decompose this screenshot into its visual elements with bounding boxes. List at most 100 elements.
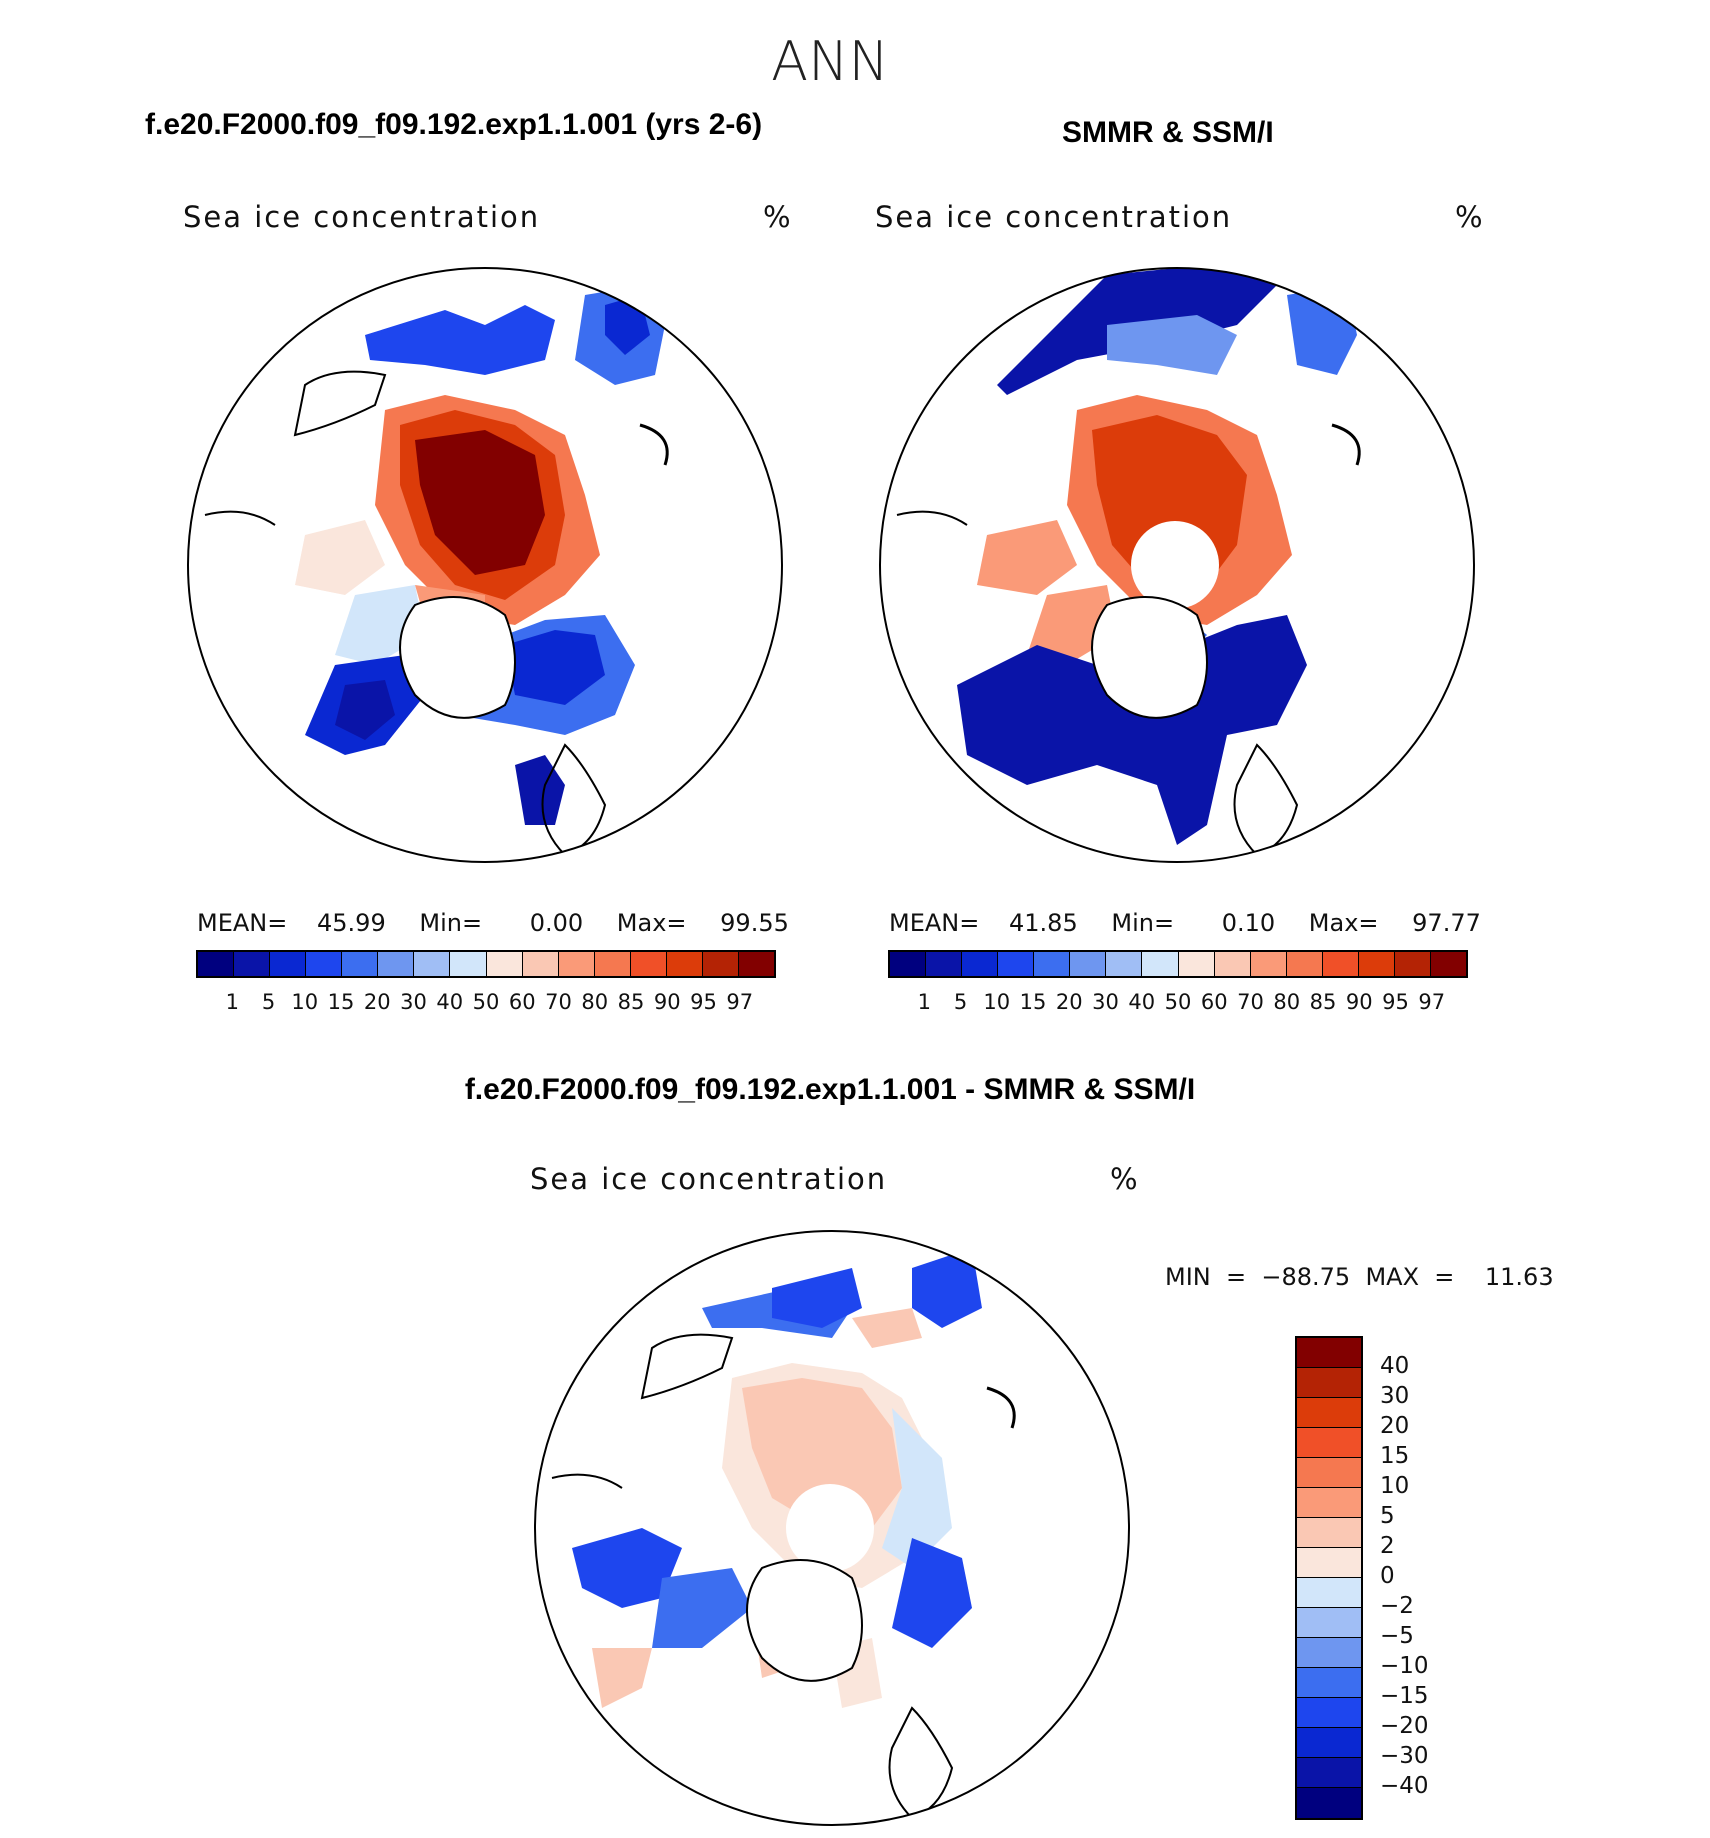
obs-colorbar-swatch [1070,952,1107,976]
diff-polar-map [534,1230,1130,1826]
diff-colorbar-tick: 30 [1380,1383,1410,1409]
model-mean-value: 45.99 [317,909,386,937]
diff-colorbar-swatch [1297,1608,1361,1638]
model-colorbar-tick: 20 [363,990,391,1014]
model-colorbar-tick: 15 [327,990,355,1014]
model-colorbar-tick: 70 [545,990,572,1014]
obs-colorbar-tick: 97 [1418,990,1446,1014]
diff-colorbar-swatch [1297,1578,1361,1608]
diff-colorbar-swatch [1297,1518,1361,1548]
model-colorbar-swatch [450,952,487,976]
model-min-value: 0.00 [529,909,584,937]
diff-colorbar-swatch [1297,1728,1361,1758]
diff-colorbar-swatch [1297,1368,1361,1398]
model-colorbar-tick: 40 [436,990,464,1014]
obs-mean-value: 41.85 [1009,909,1078,937]
diff-panel-title: f.e20.F2000.f09_f09.192.exp1.1.001 - SMM… [464,1073,1196,1106]
diff-variable-label: Sea ice concentration [530,1162,888,1196]
diff-units-label: % [1110,1162,1138,1196]
model-max-label: Max= [616,909,687,937]
model-polar-map [187,267,783,863]
obs-colorbar [888,950,1468,978]
model-colorbar-tick: 1 [225,990,239,1014]
diff-colorbar-tick: −30 [1380,1743,1429,1769]
obs-colorbar-swatch [926,952,963,976]
model-colorbar-tick: 50 [472,990,500,1014]
diff-colorbar-tick: 5 [1380,1503,1395,1529]
model-colorbar-swatch [522,952,559,976]
diff-colorbar-swatch [1297,1488,1361,1518]
diff-colorbar-swatch [1297,1548,1361,1578]
diff-colorbar-tick: −5 [1380,1623,1414,1649]
model-panel-title: f.e20.F2000.f09_f09.192.exp1.1.001 (yrs … [145,108,763,141]
obs-colorbar-tick: 10 [983,990,1011,1014]
diff-colorbar-tick: 0 [1380,1563,1395,1589]
obs-colorbar-swatch [1286,952,1323,976]
diff-colorbar-tick: 15 [1380,1443,1410,1469]
model-colorbar-swatch [414,952,451,976]
obs-colorbar-tick: 80 [1273,990,1301,1014]
model-mean-label: MEAN= [197,909,288,937]
model-colorbar-tick: 95 [690,990,717,1014]
obs-colorbar-tick: 60 [1200,990,1228,1014]
obs-max-value: 97.77 [1412,909,1481,937]
diff-colorbar-tick: 40 [1380,1353,1410,1379]
model-min-label: Min= [419,909,483,937]
obs-max-label: Max= [1308,909,1379,937]
model-colorbar-tick: 5 [261,990,276,1014]
obs-colorbar-swatch [1394,952,1431,976]
model-colorbar-swatch [306,952,343,976]
diff-colorbar-tick: 20 [1380,1413,1410,1439]
model-colorbar-tick: 90 [653,990,681,1014]
obs-units-label: % [1455,200,1483,234]
obs-colorbar-tick: 70 [1237,990,1264,1014]
diff-colorbar-tick: −15 [1380,1683,1429,1709]
model-colorbar-tick: 10 [291,990,319,1014]
obs-min-value: 0.10 [1221,909,1276,937]
obs-colorbar-tick: 90 [1345,990,1373,1014]
diff-colorbar-swatch [1297,1698,1361,1728]
diff-colorbar-swatch [1297,1398,1361,1428]
model-variable-label: Sea ice concentration [183,200,541,234]
obs-mean-label: MEAN= [889,909,980,937]
obs-colorbar-tick: 1 [917,990,931,1014]
obs-colorbar-ticks: 1 5 10 15 20 30 40 50 60 70 80 85 90 95 97 [888,990,1468,1020]
model-units-label: % [763,200,791,234]
model-colorbar-swatch [630,952,667,976]
obs-colorbar-tick: 5 [953,990,968,1014]
model-colorbar-swatch [666,952,703,976]
model-colorbar-swatch [270,952,307,976]
model-colorbar-tick: 97 [726,990,754,1014]
diff-colorbar-swatch [1297,1338,1361,1368]
obs-colorbar-swatch [1358,952,1395,976]
obs-colorbar-tick: 15 [1019,990,1047,1014]
obs-colorbar-tick: 40 [1128,990,1156,1014]
model-colorbar-swatch [594,952,631,976]
obs-colorbar-swatch [1034,952,1071,976]
obs-colorbar-swatch [1250,952,1287,976]
obs-colorbar-swatch [1178,952,1215,976]
diff-colorbar-tick: −40 [1380,1773,1429,1799]
diff-colorbar-swatch [1297,1428,1361,1458]
obs-variable-label: Sea ice concentration [875,200,1233,234]
obs-polar-map [879,267,1475,863]
obs-colorbar-swatch [962,952,999,976]
obs-colorbar-tick: 30 [1092,990,1119,1014]
obs-colorbar-tick: 20 [1055,990,1083,1014]
diff-colorbar [1295,1336,1363,1820]
model-colorbar-swatch [342,952,379,976]
obs-colorbar-swatch [998,952,1035,976]
model-colorbar-tick: 80 [581,990,609,1014]
diff-colorbar-swatch [1297,1458,1361,1488]
model-colorbar-tick: 85 [617,990,645,1014]
model-colorbar-swatch [198,952,235,976]
diff-colorbar-tick: 10 [1380,1473,1410,1499]
obs-panel-title: SMMR & SSM/I [1062,116,1274,149]
diff-colorbar-ticks: 40 30 20 15 10 5 2 0 −2 −5 −10 −15 −20 −30 −40 [1380,1336,1460,1818]
model-colorbar-swatch [702,952,739,976]
obs-colorbar-tick: 50 [1164,990,1192,1014]
model-colorbar-swatch [234,952,271,976]
obs-colorbar-swatch [1142,952,1179,976]
diff-colorbar-swatch [1297,1758,1361,1788]
obs-colorbar-swatch [890,952,927,976]
